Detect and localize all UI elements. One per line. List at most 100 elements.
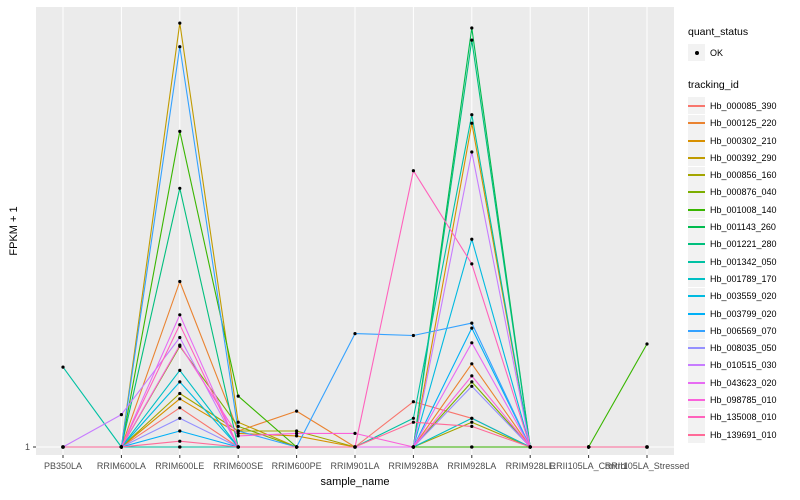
legend-item-Hb_000392_290: Hb_000392_290 xyxy=(688,149,800,167)
data-point-Hb_006569_070-RRIM901LA xyxy=(353,332,357,336)
legend-item-label: Hb_043623_020 xyxy=(710,377,777,388)
data-point-Hb_001008_140-RRIM600SE xyxy=(236,394,240,398)
legend-key-box xyxy=(688,356,705,374)
data-point-Hb_098785_010-RRIM928BA xyxy=(411,445,415,449)
legend-item-Hb_001221_280: Hb_001221_280 xyxy=(688,235,800,253)
data-point-Hb_001789_170-RRIM600LE xyxy=(178,368,182,372)
data-point-Hb_000392_290-RRIM600SE xyxy=(236,420,240,424)
data-point-Hb_000392_290-RRIM600LE xyxy=(178,21,182,25)
data-point-Hb_098785_010-RRIM901LA xyxy=(353,431,357,435)
legend-item-Hb_003799_020: Hb_003799_020 xyxy=(688,305,800,322)
x-tick-label-RRIM928LA: RRIM928LA xyxy=(447,461,497,471)
data-point-Hb_010515_030-RRIM600LE xyxy=(178,335,182,340)
legend-item-label: Hb_135008_010 xyxy=(710,412,777,423)
legend-item-label: Hb_001221_280 xyxy=(710,239,777,250)
data-point-Hb_001342_050-RRIM600LE xyxy=(178,445,182,449)
legend-line-swatch xyxy=(688,104,705,107)
data-point-Hb_139691_010-RRIM901LA xyxy=(353,445,357,449)
data-point-Hb_003799_020-RRIM928LA xyxy=(470,326,474,330)
data-point-Hb_098785_010-RRIM600PE xyxy=(295,431,299,435)
legend-title-tracking-id: tracking_id xyxy=(688,79,739,92)
x-tick-label-RRII105LA_Stressed: RRII105LA_Stressed xyxy=(604,461,690,471)
data-point-Hb_001342_050-PB350LA xyxy=(61,365,65,369)
legend-key-box xyxy=(688,97,705,115)
data-point-Hb_003799_020-RRIM600LE xyxy=(178,429,182,433)
data-point-Hb_006569_070-RRIM928BA xyxy=(411,333,415,338)
x-tick-label-RRIM901LA: RRIM901LA xyxy=(330,461,380,471)
legend-item-label: Hb_006569_070 xyxy=(710,325,777,336)
legend-item-label: Hb_001342_050 xyxy=(710,256,777,267)
data-point-Hb_139691_010-RRIM928LA xyxy=(470,424,474,428)
legend: quant_status OK tracking_id Hb_000085_39… xyxy=(688,18,800,444)
data-point-Hb_008035_050-RRIM600LE xyxy=(178,416,182,420)
data-point-Hb_139691_010-PB350LA xyxy=(61,445,65,449)
x-tick-label-RRII105LA_Control: RRII105LA_Control xyxy=(549,461,628,471)
legend-item-Hb_001789_170: Hb_001789_170 xyxy=(688,270,800,288)
x-tick-label-RRIM600LA: RRIM600LA xyxy=(96,461,146,471)
data-point-Hb_003559_020-RRIM600LE xyxy=(178,380,182,384)
data-point-Hb_000125_220-RRIM928LA xyxy=(470,362,474,366)
data-point-Hb_000302_210-RRIM600PE xyxy=(295,434,299,438)
x-tick-label-RRIM600SE: RRIM600SE xyxy=(213,461,264,471)
data-point-Hb_000302_210-RRIM600SE xyxy=(236,431,240,435)
legend-item-label: Hb_008035_050 xyxy=(710,343,777,354)
data-point-Hb_001789_170-RRIM928LA xyxy=(470,416,474,420)
data-point-Hb_135008_010-RRIM928LA xyxy=(470,262,474,266)
legend-item-label: Hb_003799_020 xyxy=(710,308,777,319)
data-point-Hb_006569_070-RRIM928LA xyxy=(470,321,474,325)
legend-item-label: Hb_001789_170 xyxy=(710,273,777,284)
data-point-Hb_006569_070-RRIM600LE xyxy=(178,45,182,49)
legend-item-label: Hb_000856_160 xyxy=(710,170,777,181)
legend-line-swatch xyxy=(688,433,705,436)
data-point-Hb_000085_390-RRIM928BA xyxy=(411,400,415,404)
legend-item-label: Hb_001143_260 xyxy=(710,222,776,233)
legend-item-Hb_135008_010: Hb_135008_010 xyxy=(688,408,800,426)
legend-key-box xyxy=(688,235,705,253)
data-point-Hb_098785_010-RRIM928LA xyxy=(470,374,474,378)
data-point-Hb_139691_010-RRIM600LE xyxy=(178,439,182,443)
data-point-Hb_000856_160-RRIM928LA xyxy=(470,420,474,424)
legend-item-Hb_000876_040: Hb_000876_040 xyxy=(688,183,800,201)
legend-item-quant-ok: OK xyxy=(688,44,800,62)
legend-key-box xyxy=(688,166,705,184)
legend-line-swatch xyxy=(688,260,705,263)
legend-key-box xyxy=(688,270,705,288)
legend-item-label: Hb_000125_220 xyxy=(710,118,777,129)
data-point-Hb_139691_010-RRII105LA_Control xyxy=(587,445,591,449)
legend-line-swatch xyxy=(688,312,705,315)
data-point-Hb_010515_030-RRIM600LA xyxy=(119,413,123,417)
legend-item-Hb_003559_020: Hb_003559_020 xyxy=(688,287,800,305)
legend-key-box xyxy=(688,374,705,392)
legend-line-swatch xyxy=(688,398,705,401)
data-point-Hb_135008_010-RRIM928BA xyxy=(411,169,415,173)
legend-line-swatch xyxy=(688,347,705,350)
data-point-Hb_001008_140-RRIM600LE xyxy=(178,129,182,133)
legend-line-swatch xyxy=(688,174,705,177)
legend-key-box xyxy=(688,426,705,444)
data-point-Hb_006569_070-RRIM600SE xyxy=(236,429,240,433)
data-point-Hb_000876_040-RRIM928LA xyxy=(470,380,474,384)
legend-item-Hb_000856_160: Hb_000856_160 xyxy=(688,166,800,184)
data-point-Hb_010515_030-RRIM928LA xyxy=(470,150,474,154)
legend-item-Hb_001008_140: Hb_001008_140 xyxy=(688,201,800,219)
legend-tracking-items: Hb_000085_390 Hb_000125_220 Hb_000302_210 H… xyxy=(688,97,800,444)
data-point-Hb_001342_050-RRIM928BA xyxy=(411,416,415,420)
data-point-Hb_139691_010-RRIM600PE xyxy=(295,445,299,449)
data-point-Hb_139691_010-RRIM600SE xyxy=(236,445,240,449)
legend-item-Hb_098785_010: Hb_098785_010 xyxy=(688,391,800,409)
data-point-Hb_139691_010-RRII105LA_Stressed xyxy=(645,445,649,449)
data-point-Hb_000856_160-RRIM600PE xyxy=(295,429,299,433)
x-tick-label-RRIM928BA: RRIM928BA xyxy=(388,461,439,471)
data-point-Hb_001008_140-RRII105LA_Stressed xyxy=(645,342,649,346)
legend-key-box xyxy=(688,253,705,271)
legend-key-box xyxy=(688,201,705,219)
legend-line-swatch xyxy=(688,277,705,280)
legend-item-Hb_001342_050: Hb_001342_050 xyxy=(688,253,800,271)
legend-key-box xyxy=(688,339,705,357)
x-tick-label-PB350LA: PB350LA xyxy=(43,461,83,471)
legend-item-label: Hb_098785_010 xyxy=(710,394,777,405)
legend-line-swatch xyxy=(688,122,705,125)
legend-item-label: Hb_000302_210 xyxy=(710,135,777,146)
legend-key-box xyxy=(688,44,705,62)
